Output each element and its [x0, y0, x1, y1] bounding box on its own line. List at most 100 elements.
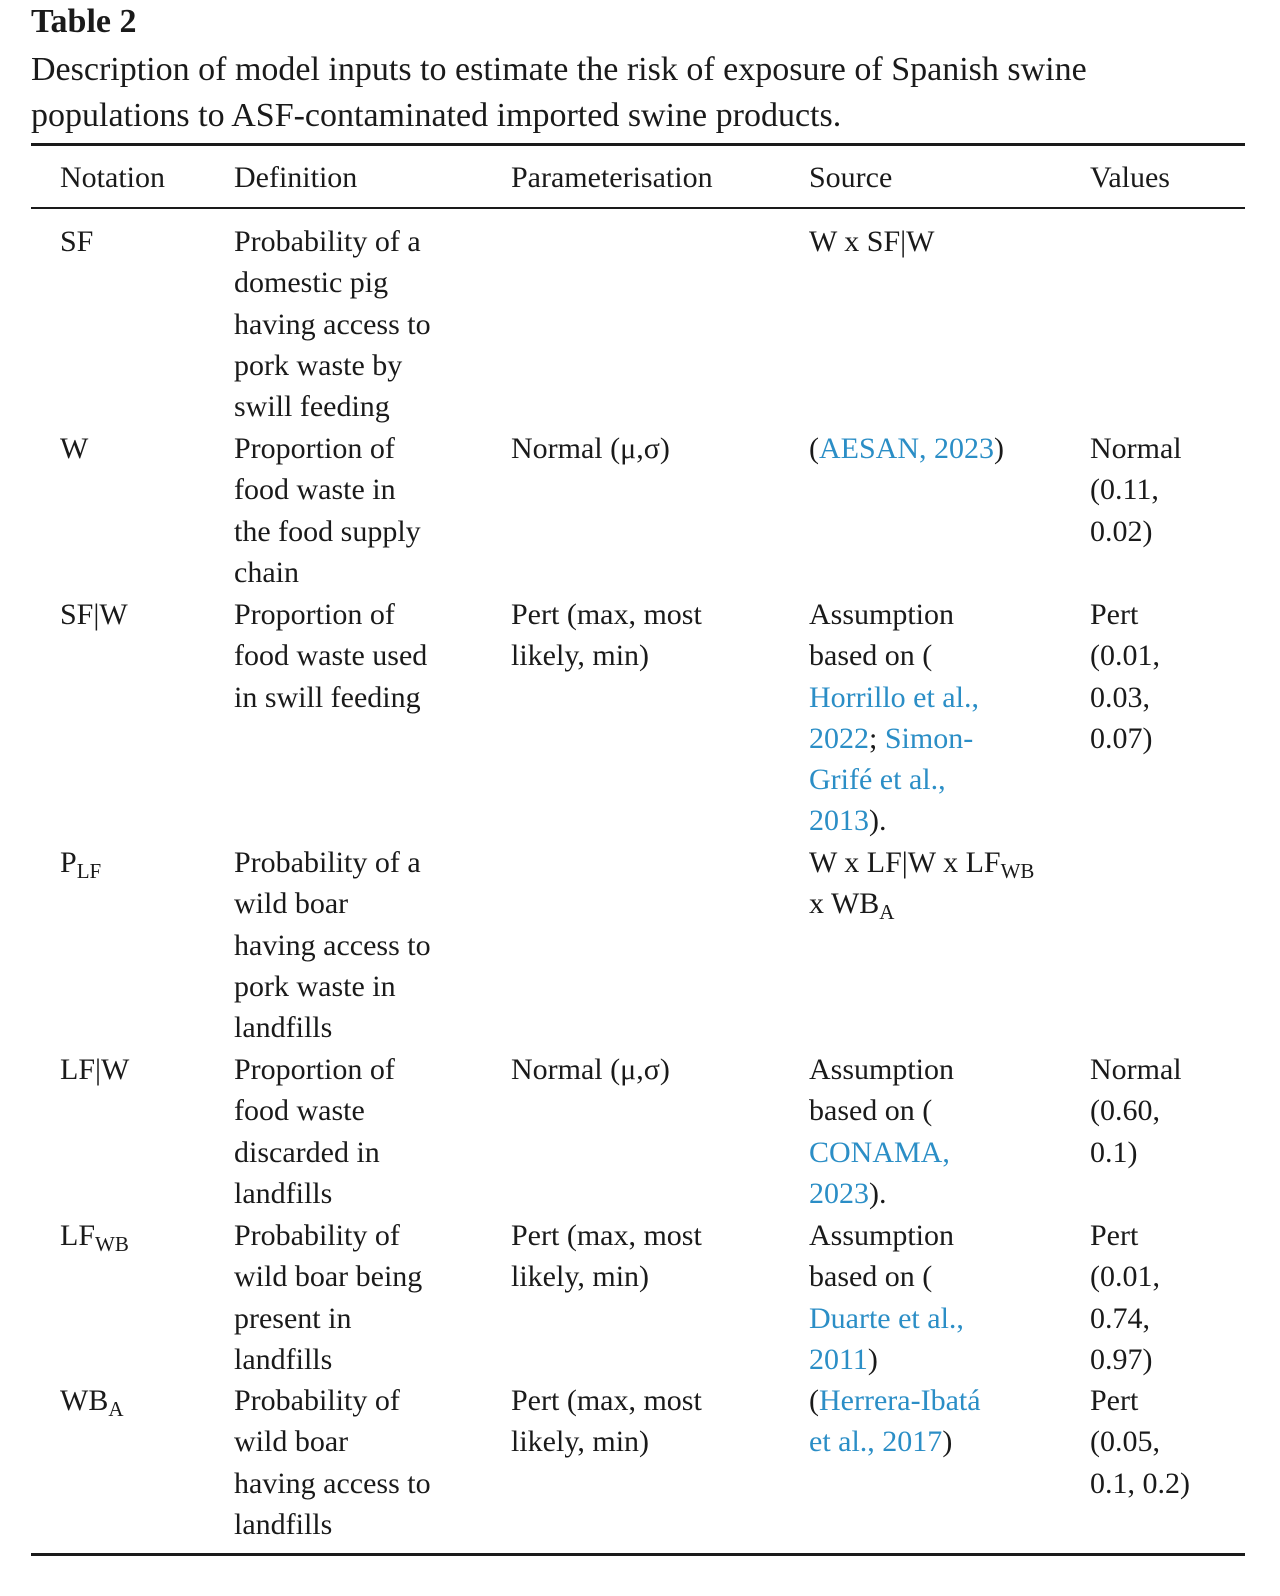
- values-line: 0.07): [1090, 721, 1153, 755]
- values-line: Pert: [1090, 1384, 1139, 1417]
- reference-link[interactable]: 2013: [809, 804, 869, 838]
- source-cell: Assumption based on ( CONAMA, 2023).: [809, 1049, 1079, 1214]
- notation-subscript: WB: [95, 1232, 129, 1256]
- source-subscript: WB: [1000, 859, 1035, 883]
- reference-link[interactable]: AESAN, 2023: [819, 432, 995, 465]
- values-line: 0.1, 0.2): [1090, 1466, 1190, 1500]
- definition-line: Proportion of: [234, 432, 395, 465]
- notation-main: WB: [60, 1384, 109, 1417]
- notation-subscript: LF: [76, 859, 102, 883]
- definition-line: Probability of: [234, 1384, 400, 1417]
- values-line: Normal: [1090, 1053, 1182, 1086]
- definition-cell: Probability of a domestic pig having acc…: [234, 221, 499, 427]
- values-cell: Normal (0.11, 0.02): [1090, 428, 1260, 552]
- caption-line: populations to ASF-contaminated imported…: [31, 97, 842, 134]
- definition-line: pork waste in: [234, 969, 396, 1003]
- table-label: Table 2: [31, 3, 137, 40]
- source-line: based on (: [809, 1260, 933, 1294]
- source-cell: W x SF|W: [809, 221, 1079, 262]
- definition-line: landfills: [234, 1342, 333, 1376]
- parameterisation-cell: Pert (max, most likely, min): [511, 1215, 796, 1298]
- definition-line: landfills: [234, 1507, 333, 1541]
- definition-line: wild boar: [234, 1425, 349, 1459]
- definition-line: Probability of a: [234, 225, 421, 258]
- definition-line: having access to: [234, 1466, 431, 1500]
- parameterisation-cell: Pert (max, most likely, min): [511, 594, 796, 677]
- caption-line: Description of model inputs to estimate …: [31, 51, 1087, 88]
- reference-link[interactable]: 2022: [809, 721, 869, 755]
- values-cell: Pert (0.05, 0.1, 0.2): [1090, 1380, 1260, 1504]
- definition-line: present in: [234, 1301, 352, 1335]
- definition-line: Probability of a: [234, 846, 421, 879]
- table-caption: Description of model inputs to estimate …: [31, 47, 1261, 139]
- definition-line: landfills: [234, 1176, 333, 1210]
- definition-cell: Proportion of food waste used in swill f…: [234, 594, 499, 718]
- definition-line: wild boar being: [234, 1260, 423, 1294]
- values-line: (0.05,: [1090, 1425, 1160, 1459]
- parameterisation-line: Pert (max, most: [511, 1219, 702, 1252]
- definition-line: wild boar: [234, 887, 349, 921]
- source-text: ).: [869, 804, 887, 838]
- header-parameterisation: Parameterisation: [511, 161, 713, 194]
- source-cell: (Herrera-Ibatá et al., 2017): [809, 1380, 1079, 1463]
- source-text: ): [994, 432, 1005, 465]
- header-values: Values: [1090, 161, 1170, 194]
- reference-link[interactable]: et al., 2017: [809, 1425, 943, 1459]
- definition-line: swill feeding: [234, 390, 390, 424]
- parameterisation-cell: Normal (μ,σ): [511, 428, 796, 469]
- source-cell: Assumption based on ( Horrillo et al., 2…: [809, 594, 1079, 842]
- reference-link[interactable]: Duarte et al.,: [809, 1301, 964, 1335]
- source-line: W x SF|W: [809, 225, 935, 258]
- parameterisation-cell: Normal (μ,σ): [511, 1049, 796, 1090]
- reference-link[interactable]: 2011: [809, 1342, 868, 1376]
- parameterisation-line: Normal (μ,σ): [511, 432, 670, 465]
- parameterisation-line: likely, min): [511, 1425, 650, 1459]
- source-cell: Assumption based on ( Duarte et al., 201…: [809, 1215, 1079, 1380]
- definition-line: the food supply: [234, 514, 421, 548]
- definition-line: Probability of: [234, 1219, 400, 1252]
- values-line: Normal: [1090, 432, 1182, 465]
- parameterisation-cell: Pert (max, most likely, min): [511, 1380, 796, 1463]
- values-line: (0.01,: [1090, 639, 1160, 673]
- parameterisation-line: Normal (μ,σ): [511, 1053, 670, 1086]
- notation-subscript: A: [108, 1397, 124, 1421]
- source-text: ): [942, 1425, 953, 1459]
- values-line: Pert: [1090, 598, 1139, 631]
- definition-line: food waste used: [234, 639, 428, 673]
- source-text: x WB: [809, 887, 880, 921]
- definition-line: discarded in: [234, 1135, 380, 1169]
- source-text: (: [809, 432, 819, 465]
- definition-cell: Probability of wild boar having access t…: [234, 1380, 499, 1545]
- notation-cell: PLF: [60, 842, 220, 883]
- parameterisation-line: likely, min): [511, 639, 650, 673]
- reference-link[interactable]: Grifé et al.,: [809, 763, 946, 797]
- definition-cell: Probability of a wild boar having access…: [234, 842, 499, 1048]
- source-text: ;: [869, 721, 878, 755]
- values-line: 0.03,: [1090, 680, 1150, 714]
- notation-cell: WBA: [60, 1380, 220, 1421]
- reference-link[interactable]: 2023: [809, 1176, 869, 1210]
- source-text: (: [809, 1384, 819, 1417]
- notation-main: P: [60, 846, 77, 879]
- parameterisation-line: Pert (max, most: [511, 1384, 702, 1417]
- header-source: Source: [809, 161, 893, 194]
- values-line: (0.60,: [1090, 1094, 1160, 1128]
- source-subscript: A: [879, 900, 895, 925]
- source-cell: (AESAN, 2023): [809, 428, 1079, 469]
- values-line: Pert: [1090, 1219, 1139, 1252]
- reference-link[interactable]: Horrillo et al.,: [809, 680, 979, 714]
- definition-line: Proportion of: [234, 1053, 395, 1086]
- reference-link[interactable]: CONAMA,: [809, 1135, 950, 1169]
- source-line: based on (: [809, 639, 933, 673]
- source-line: based on (: [809, 1094, 933, 1128]
- source-text: ).: [869, 1176, 887, 1210]
- reference-link[interactable]: Herrera-Ibatá: [819, 1384, 981, 1417]
- values-cell: Pert (0.01, 0.03, 0.07): [1090, 594, 1260, 759]
- table-top-rule: [31, 143, 1245, 146]
- source-text: W x LF|W x LF: [809, 846, 1001, 879]
- reference-link[interactable]: Simon-: [884, 721, 974, 755]
- table-bottom-rule: [31, 1553, 1245, 1556]
- notation-cell: W: [60, 432, 89, 465]
- values-line: (0.11,: [1090, 473, 1159, 507]
- values-line: 0.1): [1090, 1135, 1138, 1169]
